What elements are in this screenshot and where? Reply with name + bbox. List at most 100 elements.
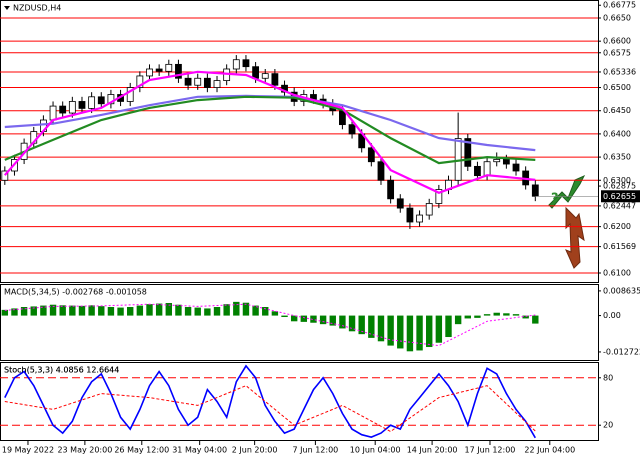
histogram-bar bbox=[88, 305, 95, 316]
histogram-bar bbox=[464, 315, 471, 319]
histogram-bar bbox=[512, 314, 520, 316]
candle-body bbox=[88, 96, 96, 109]
candle-body bbox=[464, 138, 472, 167]
histogram-bar bbox=[184, 307, 192, 316]
y-tick-label: 0.61569 bbox=[603, 242, 636, 251]
histogram-bar bbox=[165, 303, 172, 316]
y-tick-label: 0.6650 bbox=[603, 13, 631, 22]
indicator-line bbox=[4, 303, 536, 347]
candle-body bbox=[502, 159, 510, 165]
histogram-bar bbox=[339, 315, 346, 329]
histogram-bar bbox=[98, 306, 105, 316]
histogram-bar bbox=[281, 315, 288, 318]
histogram-bar bbox=[445, 315, 452, 338]
histogram-bar bbox=[503, 313, 510, 316]
candle-body bbox=[59, 105, 67, 114]
x-tick-label: 23 May 20:00 bbox=[57, 446, 112, 455]
y-tick-label: 0.62875 bbox=[603, 182, 636, 191]
candle-body bbox=[155, 68, 163, 72]
histogram-bar bbox=[78, 305, 86, 316]
histogram-bar bbox=[1, 309, 9, 316]
x-tick-label: 7 Jun 12:00 bbox=[293, 446, 339, 455]
histogram-bar bbox=[368, 315, 375, 338]
y-tick-label: 80 bbox=[603, 373, 613, 382]
down-arrow bbox=[565, 206, 585, 269]
histogram-bar bbox=[358, 315, 365, 335]
y-tick-label: 0.6600 bbox=[603, 37, 631, 46]
x-tick-label: 19 May 2022 bbox=[2, 446, 54, 455]
candle-body bbox=[367, 147, 375, 163]
histogram-bar bbox=[483, 314, 491, 316]
candle-body bbox=[194, 77, 202, 86]
panel-title: Stoch(5,3,3) 4.0856 12.6644 bbox=[4, 366, 119, 375]
histogram-bar bbox=[175, 304, 182, 316]
histogram-bar bbox=[194, 307, 201, 316]
candle-body bbox=[512, 163, 520, 172]
histogram-bar bbox=[435, 315, 443, 343]
y-tick-label: 0.008635 bbox=[603, 286, 640, 295]
candle-body bbox=[252, 66, 259, 79]
histogram-bar bbox=[252, 305, 259, 316]
candle-body bbox=[406, 207, 414, 223]
candle-body bbox=[136, 75, 144, 88]
candle-body bbox=[435, 189, 443, 204]
candle-body bbox=[348, 124, 356, 135]
y-tick-label: 0.6500 bbox=[603, 83, 631, 92]
x-tick-label: 26 May 12:00 bbox=[114, 446, 169, 455]
histogram-bar bbox=[107, 307, 115, 316]
histogram-bar bbox=[69, 305, 76, 316]
histogram-bar bbox=[59, 305, 66, 316]
histogram-bar bbox=[117, 307, 124, 316]
indicator-line bbox=[4, 385, 536, 433]
x-tick-label: 22 Jun 04:00 bbox=[524, 446, 575, 455]
histogram-bar bbox=[474, 315, 481, 318]
histogram-bar bbox=[213, 307, 221, 316]
histogram-bar bbox=[319, 315, 327, 325]
chart-title: NZDUSD,H4 bbox=[13, 4, 61, 13]
histogram-bar bbox=[146, 304, 153, 316]
candle-body bbox=[97, 96, 105, 105]
histogram-bar bbox=[532, 315, 539, 324]
candle-body bbox=[175, 63, 182, 79]
candle-body bbox=[78, 101, 86, 109]
candle-body bbox=[483, 161, 491, 177]
histogram-bar bbox=[522, 315, 529, 319]
macd-panel bbox=[0, 284, 599, 361]
last-price-box bbox=[601, 190, 640, 203]
candle-body bbox=[68, 101, 76, 114]
candle-body bbox=[165, 63, 173, 72]
histogram-bar bbox=[11, 308, 18, 316]
last-price-label: 0.62655 bbox=[603, 192, 636, 201]
candle-body bbox=[396, 198, 404, 209]
candle-body bbox=[242, 59, 250, 68]
y-tick-label: 0.6450 bbox=[603, 106, 631, 115]
candle-body bbox=[425, 203, 433, 216]
panel-title: Stoch(5,3,3) 4.0856 12.6644 bbox=[4, 366, 119, 375]
candle-body bbox=[232, 59, 240, 70]
histogram-bar bbox=[136, 305, 144, 316]
y-tick-label: 0.6350 bbox=[603, 153, 631, 162]
x-tick-label: 17 Jun 12:00 bbox=[465, 446, 516, 455]
candle-body bbox=[261, 73, 269, 79]
y-tick-label: 0.6300 bbox=[603, 176, 631, 185]
histogram-bar bbox=[300, 315, 308, 322]
candle-body bbox=[271, 73, 279, 86]
histogram-bar bbox=[406, 315, 414, 352]
stoch-panel bbox=[0, 362, 599, 441]
histogram-bar bbox=[223, 304, 230, 316]
histogram-bar bbox=[290, 315, 298, 322]
candle-body bbox=[310, 94, 317, 100]
indicator-line bbox=[3, 70, 536, 194]
y-tick-label: 0.62447 bbox=[603, 201, 636, 210]
candle-body bbox=[146, 68, 153, 77]
histogram-bar bbox=[416, 315, 423, 351]
candle-body bbox=[416, 214, 423, 223]
histogram-bar bbox=[271, 311, 279, 316]
y-tick-label: 0.65336 bbox=[603, 67, 636, 76]
y-tick-label: 0.6575 bbox=[603, 48, 631, 57]
price-panel bbox=[0, 0, 599, 283]
histogram-bar bbox=[310, 315, 317, 323]
x-tick-label: 10 Jun 04:00 bbox=[350, 446, 401, 455]
histogram-bar bbox=[49, 304, 57, 316]
histogram-bar bbox=[30, 306, 37, 316]
